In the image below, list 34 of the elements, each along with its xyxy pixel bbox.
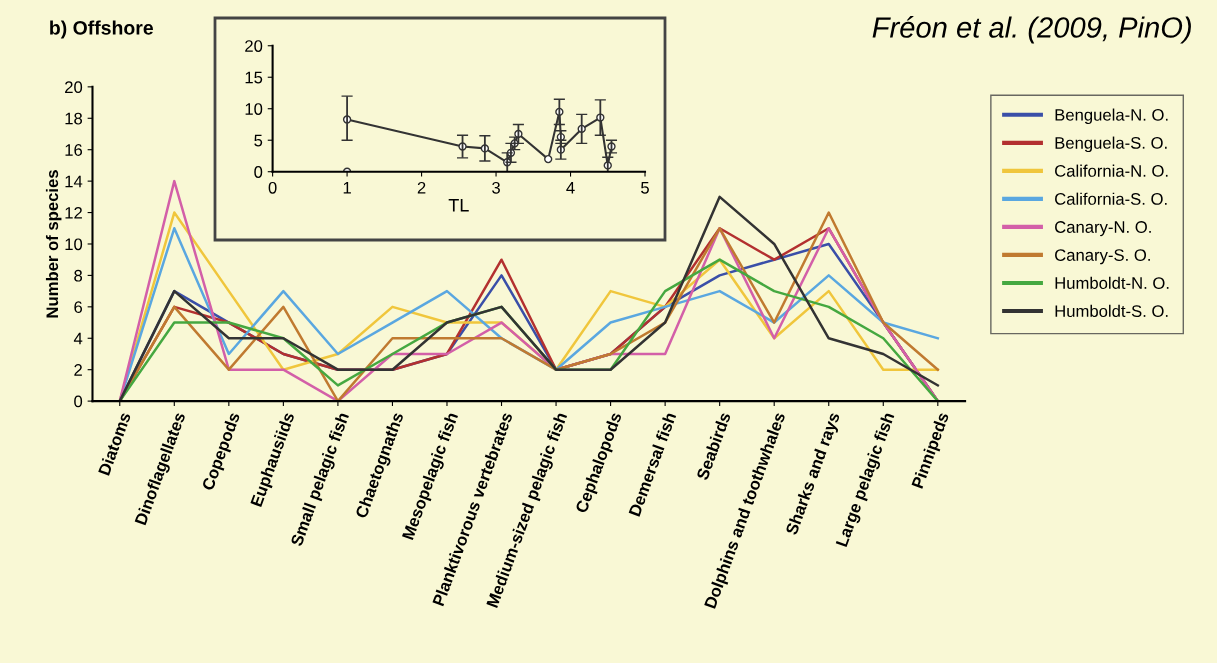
y-tick-label: 12 xyxy=(65,206,82,219)
x-tick-label: 1 xyxy=(343,182,351,194)
legend-label: Humboldt-N. O. xyxy=(1055,276,1169,289)
y-tick-label: 15 xyxy=(245,71,263,84)
y-tick-label: 20 xyxy=(245,40,263,52)
x-tick-label: 2 xyxy=(417,181,426,194)
y-tick-label: 20 xyxy=(65,81,83,94)
y-tick-label: 16 xyxy=(65,144,83,156)
x-tick-label: 3 xyxy=(492,181,500,194)
legend-label: Canary-S. O. xyxy=(1055,249,1150,265)
legend-label: California-S. O. xyxy=(1055,192,1167,205)
y-tick-label: 10 xyxy=(245,103,263,115)
y-tick-label: 6 xyxy=(74,301,83,314)
y-tick-label: 18 xyxy=(65,112,83,125)
y-tick-label: 10 xyxy=(65,238,83,251)
y-tick-label: 4 xyxy=(73,332,83,345)
text: Fréon et al. (2009, PinO) xyxy=(872,16,1191,44)
y-tick-label: 0 xyxy=(74,395,83,408)
legend-label: Canary-N. O. xyxy=(1055,221,1151,237)
y-tick-label: 8 xyxy=(74,269,83,282)
legend-label: Benguela-S. O. xyxy=(1055,136,1167,153)
legend-label: Benguela-N. O. xyxy=(1055,108,1168,125)
y-tick-label: 2 xyxy=(74,364,82,376)
x-tick-label: 0 xyxy=(268,181,277,194)
y-tick-label: 0 xyxy=(254,166,263,178)
y-axis-title: Number of species xyxy=(45,170,62,318)
x-tick-label: 5 xyxy=(641,182,649,194)
y-tick-label: 5 xyxy=(254,134,263,147)
y-tick-label: 14 xyxy=(65,175,83,188)
legend-label: California-N. O. xyxy=(1055,164,1168,177)
x-tick-label: 4 xyxy=(566,182,575,194)
legend-label: Humboldt-S. O. xyxy=(1055,304,1168,318)
x-axis-title: TL xyxy=(448,199,469,212)
chart-title: b) Offshore xyxy=(50,20,153,39)
